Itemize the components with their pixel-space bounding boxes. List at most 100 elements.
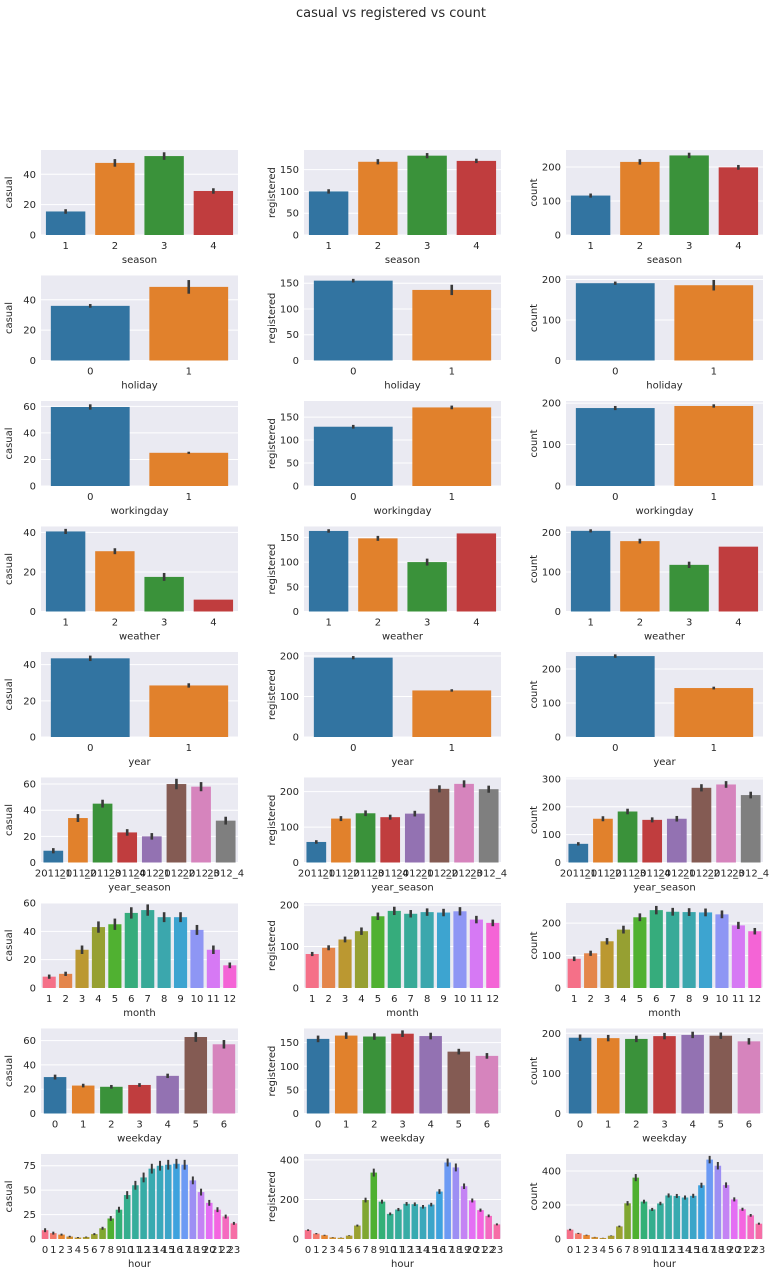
bar-weather-2 xyxy=(620,541,660,612)
bar-hour-2 xyxy=(58,1234,65,1239)
x-tick-label: 4 xyxy=(164,1120,170,1131)
x-tick-label: 23 xyxy=(753,1245,766,1256)
y-tick-label: 0 xyxy=(30,482,36,493)
bar-year_season-2012_3 xyxy=(454,783,474,863)
bar-year-1 xyxy=(412,690,492,737)
x-axis-label: workingday xyxy=(110,506,168,517)
bar-month-7 xyxy=(141,910,155,988)
x-axis-label: season xyxy=(385,255,420,266)
y-tick-label: 200 xyxy=(542,665,561,676)
bar-year-1 xyxy=(149,685,229,737)
bar-month-7 xyxy=(666,911,680,988)
bar-weather-4 xyxy=(456,533,497,612)
x-tick-label: 21 xyxy=(211,1245,224,1256)
bar-hour-18 xyxy=(714,1165,722,1239)
y-tick-label: 200 xyxy=(542,275,561,286)
x-tick-label: 16 xyxy=(170,1245,183,1256)
y-axis-label: count xyxy=(529,931,540,959)
x-tick-label: 0 xyxy=(350,743,356,754)
y-tick-label: 0 xyxy=(555,482,561,493)
x-tick-label: 1 xyxy=(449,492,455,503)
bar-year-0 xyxy=(575,656,655,737)
bar-month-6 xyxy=(387,910,401,988)
bar-weather-3 xyxy=(144,576,184,612)
bar-weekday-3 xyxy=(391,1033,414,1114)
bar-hour-10 xyxy=(123,1195,131,1239)
x-tick-label: 5 xyxy=(112,994,118,1005)
plot-area xyxy=(41,1154,238,1239)
y-tick-label: 200 xyxy=(280,1195,299,1206)
x-tick-label: 2011_3 xyxy=(84,869,121,880)
x-tick-label: 5 xyxy=(637,994,643,1005)
y-tick-label: 40 xyxy=(23,660,36,671)
bar-hour-11 xyxy=(657,1203,664,1239)
y-tick-label: 150 xyxy=(280,165,299,176)
bar-hour-15 xyxy=(427,1204,435,1239)
x-tick-label: 13 xyxy=(670,1245,683,1256)
y-tick-label: 0 xyxy=(555,858,561,869)
bar-month-4 xyxy=(91,927,106,988)
x-tick-label: 15 xyxy=(687,1245,700,1256)
x-tick-label: 2 xyxy=(637,241,643,252)
bar-hour-23 xyxy=(755,1223,763,1239)
x-tick-label: 2011_4 xyxy=(372,869,409,880)
x-tick-label: 18 xyxy=(186,1245,199,1256)
y-tick-label: 100 xyxy=(280,823,299,834)
y-tick-label: 100 xyxy=(542,440,561,451)
x-tick-label: 2011_3 xyxy=(347,869,384,880)
x-tick-label: 3 xyxy=(604,994,610,1005)
y-tick-label: 40 xyxy=(23,428,36,439)
bar-workingday-1 xyxy=(674,405,754,486)
x-axis-label: holiday xyxy=(384,381,420,392)
bar-month-10 xyxy=(453,911,467,988)
x-tick-label: 2 xyxy=(587,994,593,1005)
x-tick-label: 1 xyxy=(80,1120,86,1131)
x-tick-label: 2 xyxy=(637,618,643,629)
bar-weekday-0 xyxy=(43,1077,67,1114)
y-tick-label: 200 xyxy=(542,163,561,174)
bar-month-3 xyxy=(600,941,614,988)
subplot-workingday-count: 0 100 200 0 1 workingday count xyxy=(529,399,763,517)
x-tick-label: 19 xyxy=(720,1245,733,1256)
plot-area xyxy=(566,1154,763,1239)
x-tick-label: 6 xyxy=(221,1120,227,1131)
y-axis-label: registered xyxy=(267,1171,278,1222)
x-tick-label: 6 xyxy=(391,994,397,1005)
x-tick-label: 9 xyxy=(702,994,708,1005)
x-tick-label: 7 xyxy=(145,994,151,1005)
x-tick-label: 2011_4 xyxy=(634,869,671,880)
x-tick-label: 1 xyxy=(571,994,577,1005)
x-tick-label: 10 xyxy=(191,994,204,1005)
y-tick-label: 0 xyxy=(30,1235,36,1246)
x-tick-label: 11 xyxy=(129,1245,142,1256)
x-tick-label: 6 xyxy=(484,1120,490,1131)
x-tick-label: 1 xyxy=(186,367,192,378)
y-axis-label: registered xyxy=(267,167,278,218)
bar-weekday-4 xyxy=(156,1075,179,1114)
bar-month-9 xyxy=(173,917,188,988)
y-tick-label: 60 xyxy=(23,402,36,413)
bar-year_season-2011_4 xyxy=(380,817,401,863)
y-tick-label: 100 xyxy=(542,316,561,327)
bar-workingday-1 xyxy=(412,407,492,486)
x-tick-label: 2011_1 xyxy=(298,869,335,880)
y-axis-label: casual xyxy=(4,804,15,836)
bar-season-2 xyxy=(620,161,660,235)
bar-weekday-6 xyxy=(475,1055,499,1114)
y-tick-label: 0 xyxy=(293,356,299,367)
x-axis-label: holiday xyxy=(121,381,157,392)
y-tick-label: 20 xyxy=(23,696,36,707)
x-axis-label: year_season xyxy=(108,883,170,894)
x-tick-label: 14 xyxy=(154,1245,167,1256)
bar-season-3 xyxy=(407,155,447,235)
bar-weekday-1 xyxy=(334,1035,358,1114)
y-tick-label: 60 xyxy=(23,1036,36,1047)
bar-hour-15 xyxy=(164,1164,172,1239)
x-tick-label: 6 xyxy=(91,1245,97,1256)
y-tick-label: 200 xyxy=(542,399,561,410)
bar-weekday-1 xyxy=(596,1038,620,1114)
x-tick-label: 5 xyxy=(608,1245,614,1256)
y-tick-label: 150 xyxy=(280,413,299,424)
bar-month-11 xyxy=(731,925,745,988)
